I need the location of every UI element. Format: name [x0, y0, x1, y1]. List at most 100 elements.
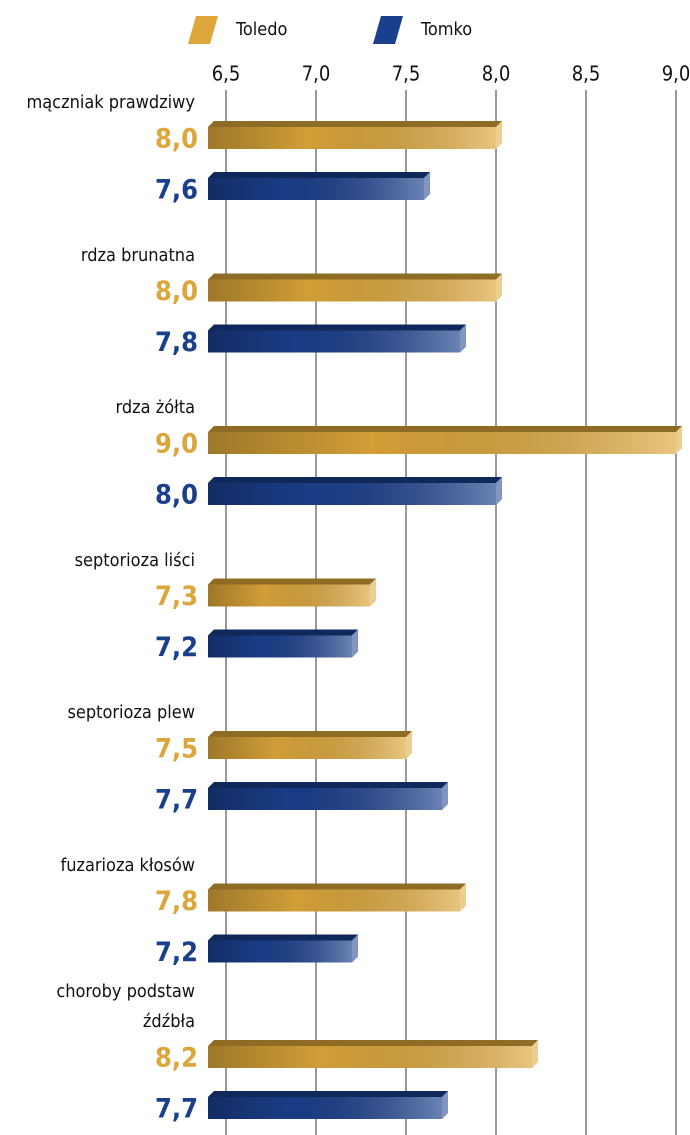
- value-label: 8,0: [155, 480, 198, 511]
- bar-shade: [208, 279, 496, 302]
- category-label: mączniak prawdziwy: [26, 92, 195, 113]
- bar-shade: [208, 737, 406, 759]
- x-tick-label: 7,5: [392, 62, 421, 86]
- value-label: 8,2: [155, 1043, 198, 1074]
- bar-top: [208, 172, 430, 178]
- bar-top-shade: [208, 731, 412, 737]
- bar-end: [496, 477, 502, 505]
- bar-top-shade: [208, 121, 502, 127]
- value-label: 7,8: [155, 886, 198, 917]
- bar-top: [208, 477, 502, 483]
- bar-top: [208, 731, 412, 737]
- x-tick-label: 6,5: [212, 62, 241, 86]
- bar-top: [208, 578, 376, 585]
- x-tick-label: 7,0: [302, 62, 331, 86]
- bar-end-shade: [496, 121, 502, 149]
- bar-top: [208, 1091, 448, 1097]
- bar-shade: [208, 432, 676, 454]
- bar-end-shade: [442, 1091, 448, 1119]
- bar-end: [460, 883, 466, 912]
- bar-top: [208, 629, 358, 636]
- category-label: rdza żółta: [115, 397, 195, 418]
- bar-top-shade: [208, 883, 466, 890]
- bar-end: [496, 121, 502, 149]
- bar-end-shade: [370, 578, 376, 607]
- bar-top-shade: [208, 477, 502, 483]
- bar-top-shade: [208, 629, 358, 636]
- legend-swatch: [373, 16, 403, 44]
- bar-end-shade: [532, 1040, 538, 1068]
- bar-shade: [208, 1097, 442, 1119]
- bar-top-shade: [208, 578, 376, 585]
- value-label: 8,0: [155, 276, 198, 307]
- bar-end-shade: [676, 426, 682, 454]
- bar-end-shade: [496, 273, 502, 302]
- legend-label: Tomko: [420, 19, 472, 40]
- value-label: 8,0: [155, 124, 198, 155]
- value-label: 7,6: [155, 175, 198, 206]
- bar-end: [352, 934, 358, 963]
- bar-top: [208, 324, 466, 331]
- bar-end-shade: [460, 883, 466, 912]
- bar-top: [208, 1040, 538, 1046]
- bar-top-shade: [208, 782, 448, 788]
- category-label: fuzarioza kłosów: [60, 854, 195, 876]
- bar-end: [496, 273, 502, 302]
- bar-top-shade: [208, 1091, 448, 1097]
- bar-shade: [208, 1046, 532, 1068]
- category-label: choroby podstaw źdźbła: [56, 981, 195, 1032]
- bar-top-shade: [208, 324, 466, 331]
- value-label: 7,2: [155, 632, 198, 663]
- bar-top: [208, 121, 502, 127]
- bar-top: [208, 934, 358, 941]
- bar-end: [442, 1091, 448, 1119]
- bar-shade: [208, 330, 460, 353]
- bar-end: [406, 731, 412, 759]
- bar-end-shade: [406, 731, 412, 759]
- bar-top: [208, 883, 466, 890]
- bar-top-shade: [208, 172, 430, 178]
- bar-end-shade: [424, 172, 430, 200]
- bar-end: [532, 1040, 538, 1068]
- bar-shade: [208, 178, 424, 200]
- bar-end: [370, 578, 376, 607]
- bar-shade: [208, 889, 460, 912]
- value-label: 7,3: [155, 581, 198, 612]
- bar-top: [208, 426, 682, 432]
- bar-top-shade: [208, 273, 502, 280]
- bar-top-shade: [208, 1040, 538, 1046]
- bar-shade: [208, 940, 352, 963]
- bar-end-shade: [352, 934, 358, 963]
- category-label: septorioza liści: [74, 549, 195, 571]
- bar-shade: [208, 483, 496, 505]
- bar-end: [676, 426, 682, 454]
- value-label: 9,0: [155, 429, 198, 460]
- bar-end-shade: [352, 629, 358, 658]
- x-tick-label: 9,0: [662, 62, 690, 86]
- legend-label: Toledo: [235, 19, 287, 40]
- value-label: 7,8: [155, 327, 198, 358]
- x-tick-label: 8,5: [572, 62, 601, 86]
- bar-shade: [208, 127, 496, 149]
- bar-end-shade: [460, 324, 466, 353]
- category-label: septorioza plew: [67, 702, 195, 723]
- bar-shade: [208, 635, 352, 658]
- value-label: 7,5: [155, 734, 198, 765]
- value-label: 7,2: [155, 937, 198, 968]
- bar-end: [442, 782, 448, 810]
- bar-top: [208, 273, 502, 280]
- bar-top: [208, 782, 448, 788]
- bar-end: [424, 172, 430, 200]
- bar-end-shade: [442, 782, 448, 810]
- value-label: 7,7: [155, 1094, 198, 1125]
- bar-end: [352, 629, 358, 658]
- bar-top-shade: [208, 426, 682, 432]
- bar-top-shade: [208, 934, 358, 941]
- legend-swatch: [188, 16, 218, 44]
- category-label: rdza brunatna: [80, 244, 195, 266]
- bar-shade: [208, 788, 442, 810]
- value-label: 7,7: [155, 785, 198, 816]
- bar-end-shade: [496, 477, 502, 505]
